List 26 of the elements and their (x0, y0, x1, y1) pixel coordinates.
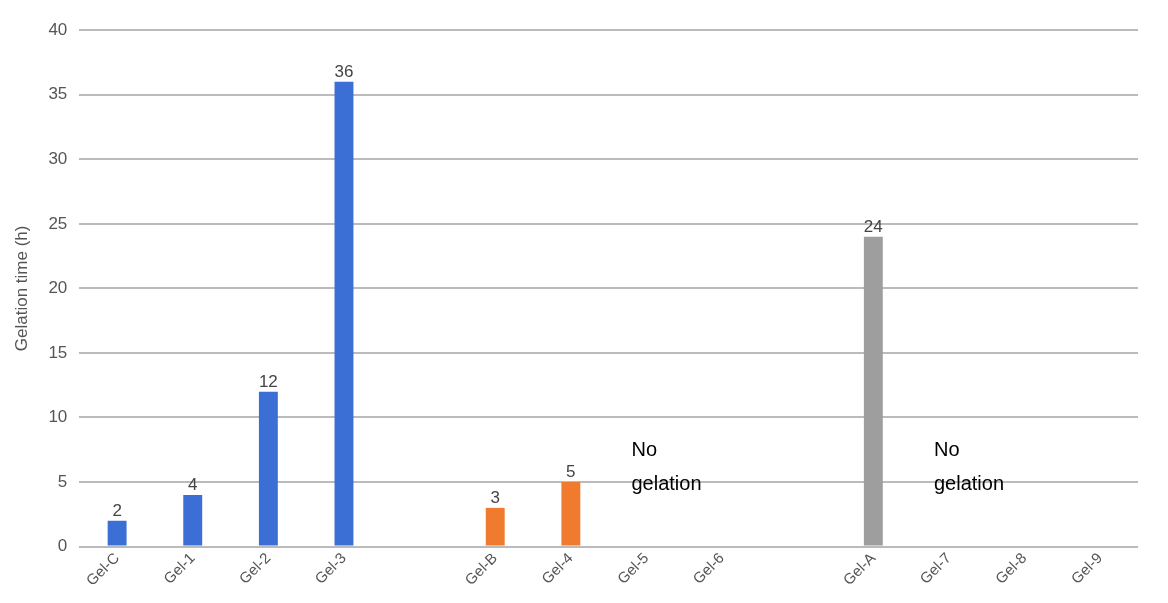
y-tick-label: 10 (48, 407, 68, 427)
y-tick-label: 25 (48, 213, 68, 233)
annotation: No gelation (631, 438, 702, 495)
data-label: 5 (566, 462, 576, 482)
data-label: 12 (258, 371, 278, 391)
y-tick-label: 20 (48, 278, 68, 298)
bar (485, 507, 505, 546)
y-tick-label: 30 (48, 148, 68, 168)
bar (561, 482, 581, 546)
y-tick-label: 15 (48, 342, 68, 362)
data-label: 2 (112, 500, 122, 520)
bar (183, 494, 203, 546)
bar (334, 81, 354, 546)
bar (107, 520, 127, 546)
data-label: 24 (863, 216, 883, 236)
y-axis-title: Gelation time (h) (11, 225, 31, 352)
bar (863, 236, 883, 546)
y-tick-label: 40 (48, 19, 68, 39)
y-tick-label: 0 (57, 536, 68, 556)
data-label: 4 (188, 475, 198, 495)
y-tick-label: 5 (57, 471, 68, 491)
annotation: No gelation (933, 438, 1005, 495)
bar (258, 391, 278, 546)
y-tick-label: 35 (48, 84, 68, 104)
data-label: 36 (334, 62, 354, 82)
data-label: 3 (490, 488, 500, 508)
